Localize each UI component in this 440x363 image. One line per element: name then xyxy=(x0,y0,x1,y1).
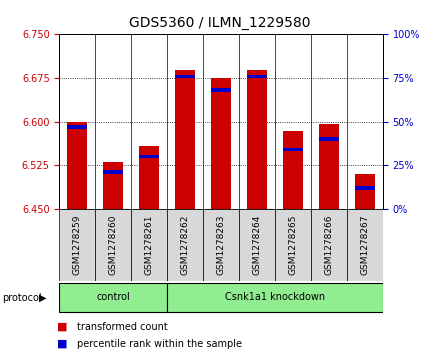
Bar xyxy=(347,209,383,281)
Text: control: control xyxy=(96,292,130,302)
Bar xyxy=(247,74,267,78)
Bar xyxy=(275,209,311,281)
Bar xyxy=(59,283,167,312)
Bar xyxy=(203,209,239,281)
Bar xyxy=(319,124,339,209)
Text: protocol: protocol xyxy=(2,293,42,303)
Bar xyxy=(139,146,159,209)
Text: Csnk1a1 knockdown: Csnk1a1 knockdown xyxy=(225,292,325,302)
Bar xyxy=(131,209,167,281)
Bar xyxy=(283,131,303,209)
Bar xyxy=(175,74,195,78)
Bar xyxy=(167,283,383,312)
Text: GSM1278265: GSM1278265 xyxy=(289,215,297,275)
Bar xyxy=(103,170,123,174)
Bar xyxy=(355,174,375,209)
Bar xyxy=(95,209,131,281)
Text: GSM1278266: GSM1278266 xyxy=(324,215,334,275)
Bar xyxy=(211,89,231,92)
Bar xyxy=(247,70,267,209)
Text: GSM1278261: GSM1278261 xyxy=(145,215,154,275)
Bar xyxy=(67,122,87,209)
Bar xyxy=(103,162,123,209)
Bar xyxy=(283,148,303,151)
Bar xyxy=(311,209,347,281)
Text: GDS5360 / ILMN_1229580: GDS5360 / ILMN_1229580 xyxy=(129,16,311,30)
Text: ▶: ▶ xyxy=(39,293,47,303)
Text: GSM1278260: GSM1278260 xyxy=(109,215,118,275)
Text: ■: ■ xyxy=(57,339,68,349)
Text: GSM1278259: GSM1278259 xyxy=(73,215,82,275)
Text: GSM1278262: GSM1278262 xyxy=(181,215,190,275)
Bar xyxy=(355,186,375,189)
Bar xyxy=(239,209,275,281)
Bar xyxy=(175,70,195,209)
Text: GSM1278264: GSM1278264 xyxy=(253,215,261,275)
Text: GSM1278267: GSM1278267 xyxy=(360,215,369,275)
Bar xyxy=(167,209,203,281)
Text: transformed count: transformed count xyxy=(77,322,168,332)
Bar xyxy=(67,125,87,129)
Text: ■: ■ xyxy=(57,322,68,332)
Bar xyxy=(211,78,231,209)
Bar xyxy=(319,137,339,141)
Text: GSM1278263: GSM1278263 xyxy=(216,215,226,275)
Bar xyxy=(139,155,159,158)
Bar xyxy=(59,209,95,281)
Text: percentile rank within the sample: percentile rank within the sample xyxy=(77,339,242,349)
